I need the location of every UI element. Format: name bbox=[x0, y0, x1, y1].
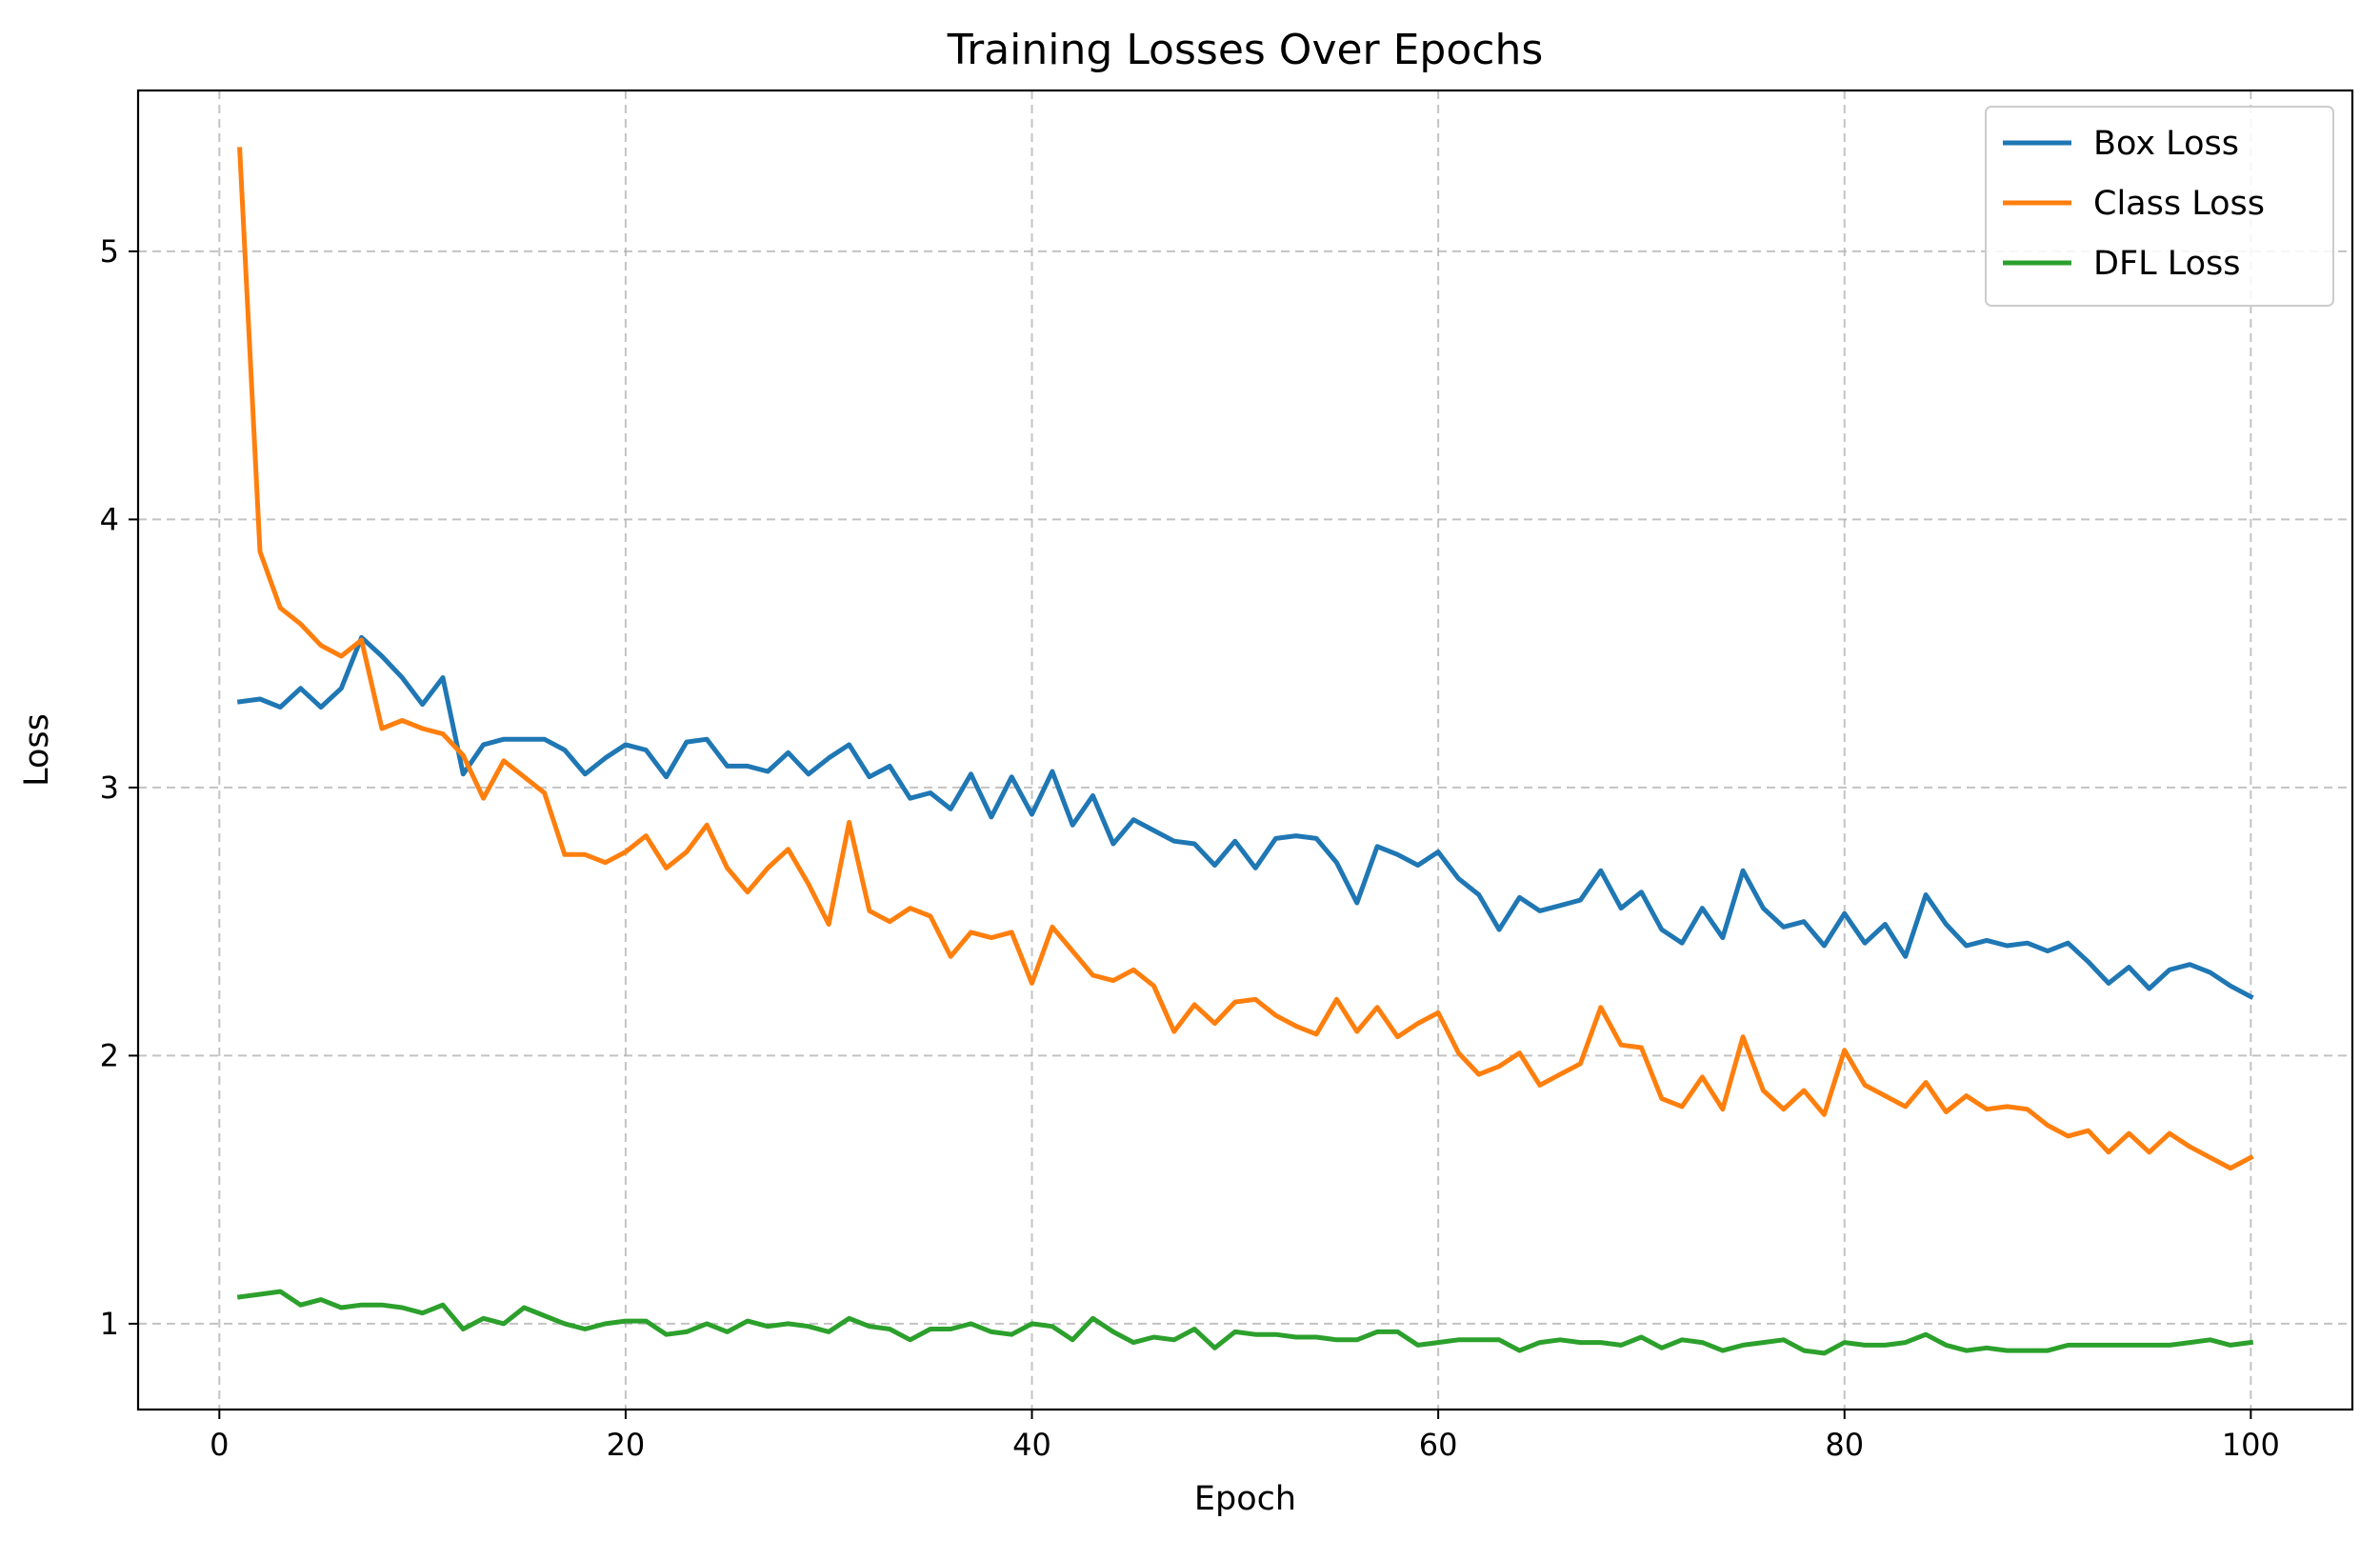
x-axis-label: Epoch bbox=[1194, 1480, 1296, 1518]
x-tick-label: 60 bbox=[1419, 1427, 1458, 1463]
y-tick-label: 1 bbox=[100, 1306, 119, 1342]
series-line-class-loss bbox=[237, 147, 2254, 1171]
y-tick-label: 5 bbox=[100, 233, 119, 270]
legend-entry-label: DFL Loss bbox=[2093, 245, 2240, 283]
plot-area-frame bbox=[136, 89, 2354, 1411]
chart-title: Training Losses Over Epochs bbox=[947, 26, 1544, 74]
series-lines bbox=[236, 147, 2254, 1356]
grid bbox=[138, 90, 2352, 1410]
y-tick-label: 4 bbox=[100, 501, 119, 537]
x-tick-label: 100 bbox=[2222, 1427, 2280, 1463]
legend-box bbox=[1985, 106, 2334, 307]
legend-entry-label: Class Loss bbox=[2093, 185, 2265, 223]
x-tick-label: 0 bbox=[210, 1427, 229, 1463]
x-tick-label: 80 bbox=[1825, 1427, 1864, 1463]
axis-ticks: 0 20 40 60 80 100 1 2 3 4 5 bbox=[100, 233, 2280, 1463]
x-tick-label: 20 bbox=[607, 1427, 646, 1463]
x-tick-label: 40 bbox=[1012, 1427, 1051, 1463]
y-tick-label: 3 bbox=[100, 770, 119, 806]
legend-entry-label: Box Loss bbox=[2093, 125, 2239, 163]
series-line-box-loss bbox=[236, 634, 2254, 1000]
y-axis-label: Loss bbox=[18, 713, 56, 787]
series-line-dfl-loss bbox=[236, 1289, 2254, 1356]
legend: Box Loss Class Loss DFL Loss bbox=[1985, 106, 2334, 307]
y-tick-label: 2 bbox=[100, 1037, 119, 1073]
